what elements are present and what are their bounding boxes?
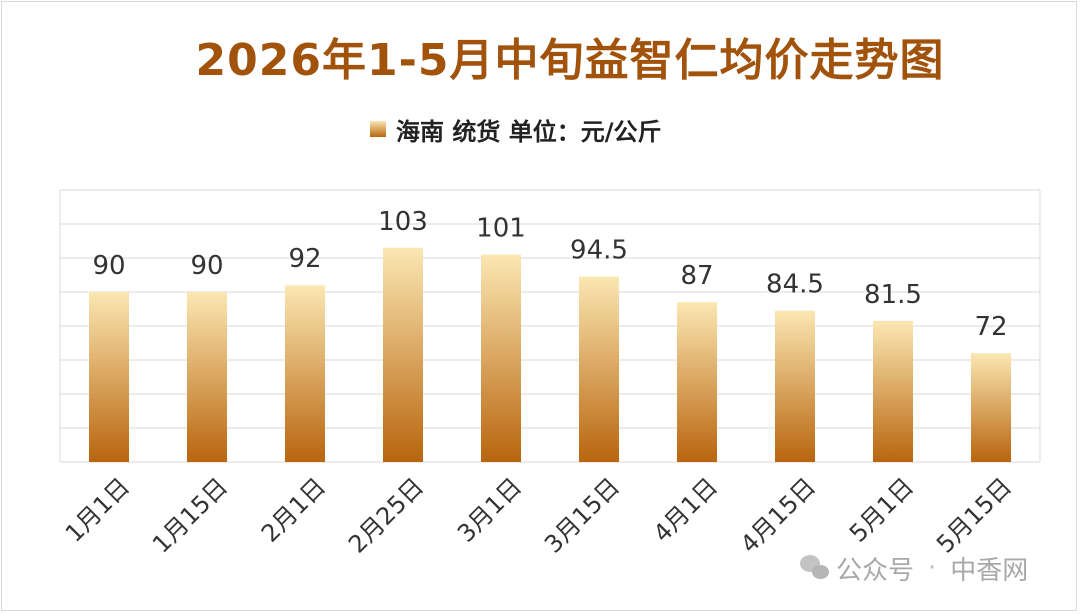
data-label: 81.5 [864,280,922,310]
category-tick-label: 1月1日 [60,472,135,547]
bar [971,353,1011,462]
data-label: 103 [378,207,428,237]
data-label: 94.5 [570,236,628,266]
legend-label: 海南 统货 单位：元/公斤 [396,117,662,146]
category-tick-label: 4月1日 [648,472,723,547]
watermark-separator: · [928,553,937,583]
watermark-name: 中香网 [950,555,1029,586]
data-label: 90 [190,251,223,281]
bar [481,254,521,462]
bar [89,292,129,462]
category-tick-label: 2月25日 [343,472,429,558]
bar [187,292,227,462]
bar [775,310,815,462]
category-tick-label: 3月1日 [452,472,527,547]
category-tick-label: 5月15日 [931,472,1017,558]
data-label: 101 [476,214,526,244]
bar [677,302,717,462]
bar [383,247,423,462]
watermark: 公众号 · 中香网 [800,548,1028,588]
watermark-brand: 公众号 [836,555,915,586]
data-label: 87 [680,261,713,291]
category-tick-label: 2月1日 [256,472,331,547]
category-tick-label: 5月1日 [844,472,919,547]
chart-legend: 海南 统货 单位：元/公斤 [370,112,661,146]
category-tick-labels: 1月1日 1月15日 2月1日 2月25日 3月1日 3月15日 4月1日 4月15日 5月1日… [60,472,1017,558]
legend-swatch [370,121,386,137]
data-label: 72 [974,312,1007,342]
data-labels-group: 90 90 92 103 101 94.5 87 84.5 81.5 72 [92,207,1007,342]
wechat-icon [800,555,830,581]
data-label: 84.5 [766,270,824,300]
category-tick-label: 1月15日 [147,472,233,558]
bar [873,320,913,462]
data-label: 92 [288,244,321,274]
bar [579,276,619,462]
chart-title: 2026年1-5月中旬益智仁均价走势图 [195,35,945,86]
bar [285,285,325,462]
bars-group [89,247,1011,462]
category-tick-label: 3月15日 [539,472,625,558]
data-label: 90 [92,251,125,281]
category-tick-label: 4月15日 [735,472,821,558]
